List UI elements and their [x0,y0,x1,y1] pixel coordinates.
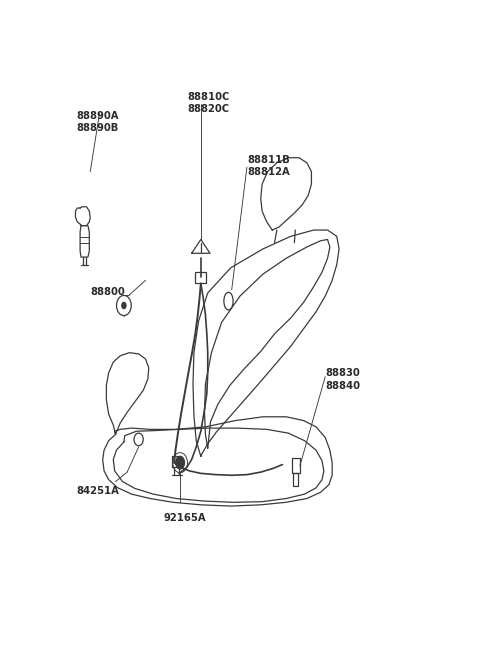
Text: 88800: 88800 [90,287,125,297]
Ellipse shape [224,292,233,310]
Text: 84251A: 84251A [76,486,120,496]
Circle shape [121,302,127,309]
Circle shape [117,295,131,316]
Circle shape [175,456,185,470]
Text: 88830
88840: 88830 88840 [325,368,360,391]
Text: 88890A
88890B: 88890A 88890B [76,111,119,133]
Text: 88811B
88812A: 88811B 88812A [247,155,289,177]
Text: 92165A: 92165A [164,513,206,523]
Text: 88810C
88820C: 88810C 88820C [187,92,229,114]
Circle shape [134,433,143,445]
